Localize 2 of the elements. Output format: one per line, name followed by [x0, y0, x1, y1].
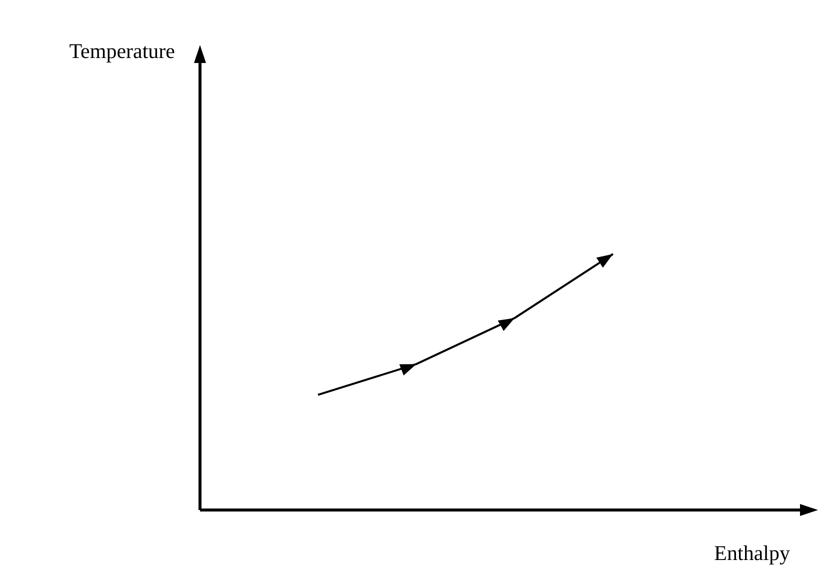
x-axis-title: Enthalpy: [714, 541, 790, 565]
text: Temperature: [69, 39, 175, 63]
